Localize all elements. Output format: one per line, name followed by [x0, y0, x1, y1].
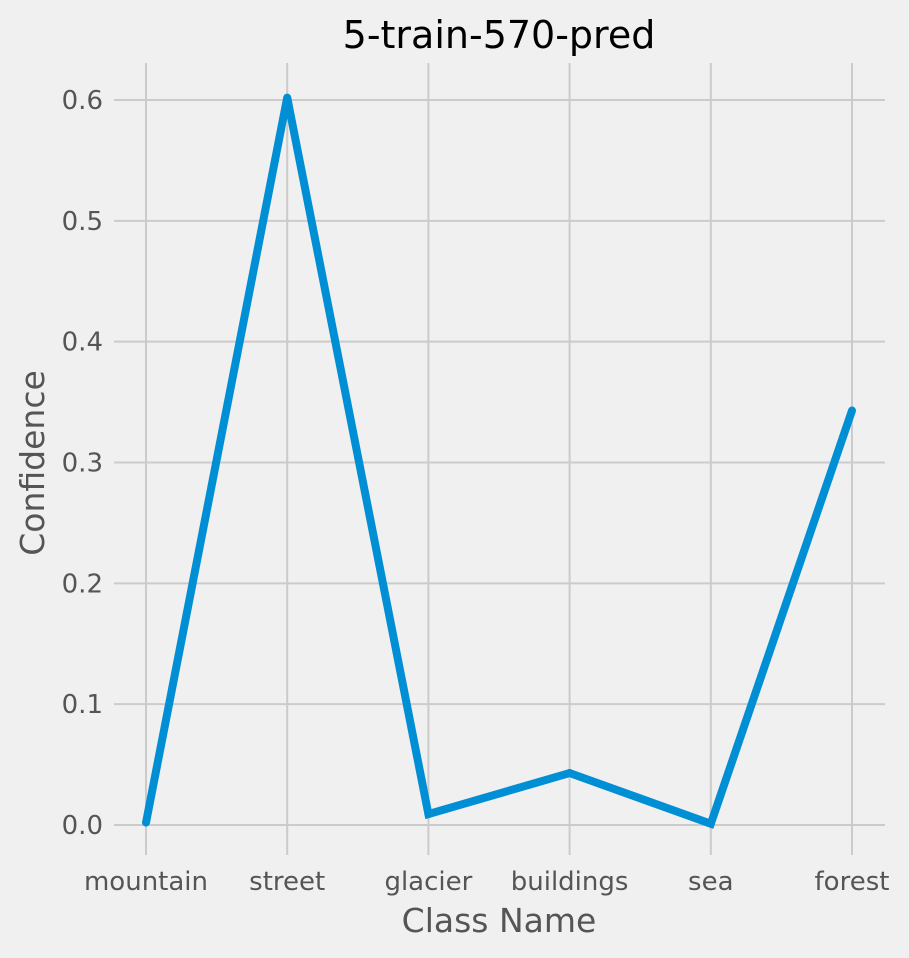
tick-layer: mountain street glacier buildings sea forest 0… [62, 86, 890, 897]
x-tick-label: sea [688, 867, 733, 897]
data-point-glacier [424, 810, 433, 819]
x-tick-label: street [249, 867, 325, 897]
y-tick-label: 0.5 [62, 207, 103, 237]
x-tick-label: buildings [511, 867, 629, 897]
data-point-sea [706, 819, 715, 828]
x-tick-label: mountain [84, 867, 208, 897]
data-point-mountain [142, 818, 150, 827]
y-axis-label: Confidence [13, 370, 52, 556]
y-tick-label: 0.2 [62, 569, 103, 599]
grid-layer [114, 63, 885, 855]
data-point-buildings [565, 769, 574, 778]
x-axis-label: Class Name [402, 901, 597, 940]
y-tick-label: 0.4 [62, 328, 103, 358]
y-tick-label: 0.0 [62, 811, 103, 841]
chart-title: 5-train-570-pred [343, 13, 656, 57]
series-line [142, 96, 856, 829]
x-tick-label: glacier [384, 867, 472, 897]
data-point-street [283, 93, 292, 102]
y-tick-label: 0.3 [62, 449, 103, 479]
data-point-forest [848, 406, 856, 415]
y-tick-label: 0.6 [62, 86, 103, 116]
x-tick-label: forest [815, 867, 890, 897]
y-tick-label: 0.1 [62, 690, 103, 720]
series-layer [142, 93, 856, 829]
